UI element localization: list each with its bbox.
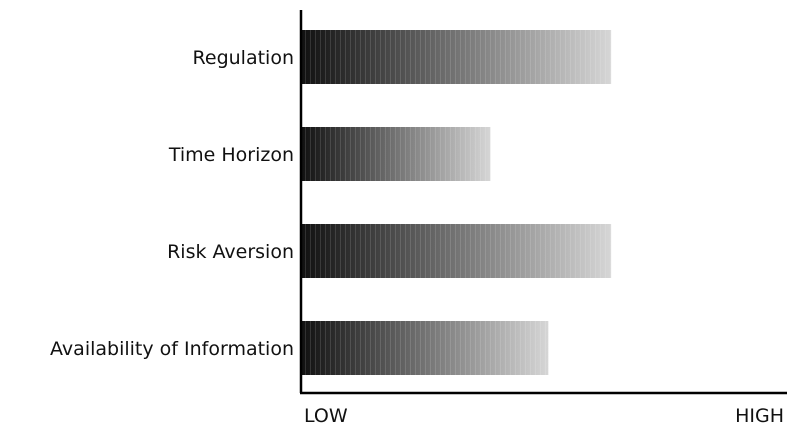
bars-layer (302, 30, 612, 375)
category-label-regulation: Regulation (193, 47, 294, 69)
bar-texture-time-horizon (302, 127, 491, 181)
category-labels: Regulation Time Horizon Risk Aversion Avail… (50, 47, 294, 360)
bar-texture-availability-of-information (302, 321, 549, 375)
category-label-time-horizon: Time Horizon (168, 144, 294, 166)
bar-texture-risk-aversion (302, 224, 612, 278)
bar-texture-regulation (302, 30, 612, 84)
category-label-risk-aversion: Risk Aversion (167, 241, 294, 263)
x-axis-low-label: LOW (304, 405, 348, 426)
x-axis-high-label: HIGH (735, 405, 784, 426)
category-label-availability-of-information: Availability of Information (50, 338, 294, 360)
